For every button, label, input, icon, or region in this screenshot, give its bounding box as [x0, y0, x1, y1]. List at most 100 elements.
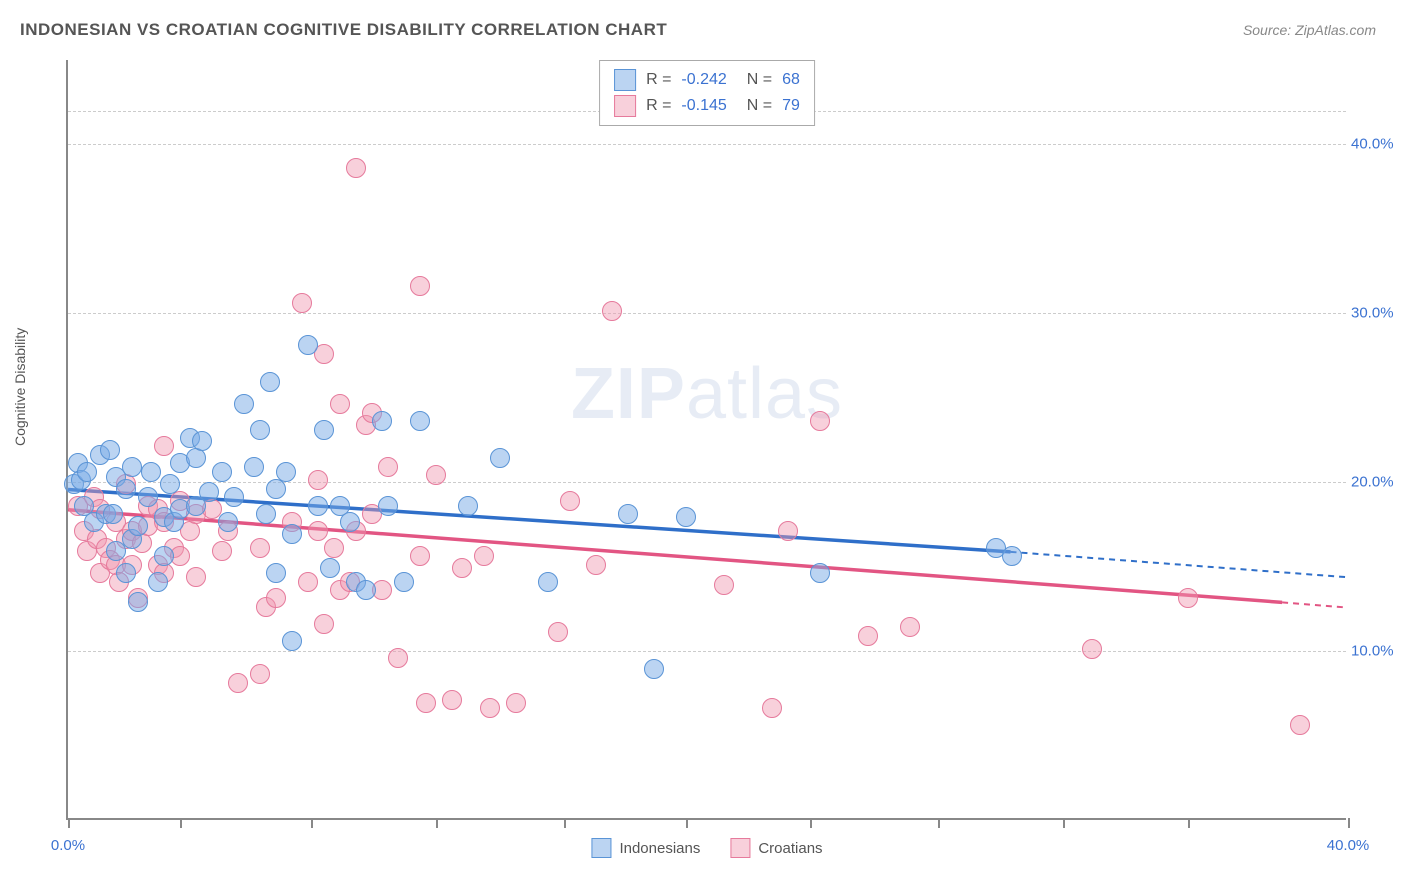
scatter-point-croatians: [1178, 588, 1198, 608]
gridline-h: [68, 144, 1346, 145]
scatter-point-indonesians: [276, 462, 296, 482]
scatter-point-indonesians: [77, 462, 97, 482]
scatter-point-croatians: [442, 690, 462, 710]
scatter-point-indonesians: [199, 482, 219, 502]
scatter-point-indonesians: [298, 335, 318, 355]
scatter-point-indonesians: [266, 479, 286, 499]
y-tick-label: 20.0%: [1351, 474, 1406, 491]
scatter-point-croatians: [452, 558, 472, 578]
scatter-point-indonesians: [308, 496, 328, 516]
scatter-point-croatians: [250, 538, 270, 558]
scatter-point-croatians: [858, 626, 878, 646]
scatter-point-croatians: [506, 693, 526, 713]
scatter-point-indonesians: [218, 512, 238, 532]
legend-swatch: [591, 838, 611, 858]
scatter-point-indonesians: [116, 479, 136, 499]
scatter-point-indonesians: [394, 572, 414, 592]
scatter-point-indonesians: [676, 507, 696, 527]
scatter-point-croatians: [410, 546, 430, 566]
scatter-point-indonesians: [244, 457, 264, 477]
scatter-point-indonesians: [116, 563, 136, 583]
gridline-h: [68, 651, 1346, 652]
x-tick: [311, 818, 313, 828]
x-tick-label: 0.0%: [51, 837, 85, 854]
x-tick: [1063, 818, 1065, 828]
scatter-point-indonesians: [282, 631, 302, 651]
x-tick: [436, 818, 438, 828]
regline-ext-indonesians: [1011, 552, 1346, 577]
scatter-point-indonesians: [260, 372, 280, 392]
x-tick: [1188, 818, 1190, 828]
gridline-h: [68, 482, 1346, 483]
scatter-point-indonesians: [340, 512, 360, 532]
scatter-point-indonesians: [148, 572, 168, 592]
scatter-point-croatians: [474, 546, 494, 566]
scatter-point-croatians: [602, 301, 622, 321]
scatter-point-croatians: [480, 698, 500, 718]
scatter-point-croatians: [560, 491, 580, 511]
y-tick-label: 30.0%: [1351, 305, 1406, 322]
scatter-point-indonesians: [378, 496, 398, 516]
scatter-point-croatians: [586, 555, 606, 575]
scatter-point-croatians: [378, 457, 398, 477]
legend-n-label: N =: [747, 71, 772, 89]
scatter-point-croatians: [330, 394, 350, 414]
scatter-point-indonesians: [212, 462, 232, 482]
legend-n-label: N =: [747, 97, 772, 115]
scatter-point-croatians: [228, 673, 248, 693]
scatter-point-croatians: [762, 698, 782, 718]
scatter-point-croatians: [426, 465, 446, 485]
legend-stat-row-croatians: R = -0.145N = 79: [614, 93, 800, 119]
scatter-point-croatians: [346, 158, 366, 178]
scatter-point-croatians: [298, 572, 318, 592]
scatter-point-indonesians: [266, 563, 286, 583]
scatter-point-indonesians: [282, 524, 302, 544]
scatter-point-indonesians: [618, 504, 638, 524]
x-tick: [686, 818, 688, 828]
plot-area: ZIPatlas R = -0.242N = 68R = -0.145N = 7…: [66, 60, 1346, 820]
legend-swatch: [614, 95, 636, 117]
scatter-point-croatians: [1290, 715, 1310, 735]
scatter-point-croatians: [416, 693, 436, 713]
scatter-point-croatians: [154, 436, 174, 456]
scatter-point-croatians: [308, 521, 328, 541]
scatter-point-indonesians: [160, 474, 180, 494]
scatter-point-indonesians: [458, 496, 478, 516]
scatter-point-croatians: [410, 276, 430, 296]
scatter-point-indonesians: [1002, 546, 1022, 566]
scatter-point-indonesians: [128, 516, 148, 536]
legend-item-croatians: Croatians: [730, 838, 822, 858]
scatter-point-croatians: [388, 648, 408, 668]
chart-title: INDONESIAN VS CROATIAN COGNITIVE DISABIL…: [20, 20, 667, 40]
legend-n-value: 68: [782, 71, 800, 89]
scatter-point-indonesians: [103, 504, 123, 524]
x-tick: [938, 818, 940, 828]
scatter-point-indonesians: [154, 546, 174, 566]
scatter-point-indonesians: [138, 487, 158, 507]
scatter-point-croatians: [324, 538, 344, 558]
x-tick-label: 40.0%: [1327, 837, 1370, 854]
scatter-point-indonesians: [234, 394, 254, 414]
scatter-point-indonesians: [100, 440, 120, 460]
regline-ext-croatians: [1282, 602, 1346, 607]
x-tick: [180, 818, 182, 828]
legend-r-label: R =: [646, 71, 671, 89]
legend-swatch: [614, 69, 636, 91]
scatter-point-croatians: [810, 411, 830, 431]
scatter-point-croatians: [266, 588, 286, 608]
legend-series-name: Indonesians: [619, 840, 700, 857]
scatter-point-croatians: [714, 575, 734, 595]
scatter-point-indonesians: [490, 448, 510, 468]
scatter-point-indonesians: [192, 431, 212, 451]
legend-series: Indonesians Croatians: [591, 838, 822, 858]
gridline-h: [68, 313, 1346, 314]
scatter-point-indonesians: [141, 462, 161, 482]
scatter-point-indonesians: [224, 487, 244, 507]
x-tick: [68, 818, 70, 828]
scatter-point-indonesians: [810, 563, 830, 583]
scatter-point-croatians: [308, 470, 328, 490]
scatter-point-croatians: [548, 622, 568, 642]
scatter-point-indonesians: [314, 420, 334, 440]
watermark-bold: ZIP: [571, 354, 686, 434]
scatter-point-croatians: [186, 567, 206, 587]
